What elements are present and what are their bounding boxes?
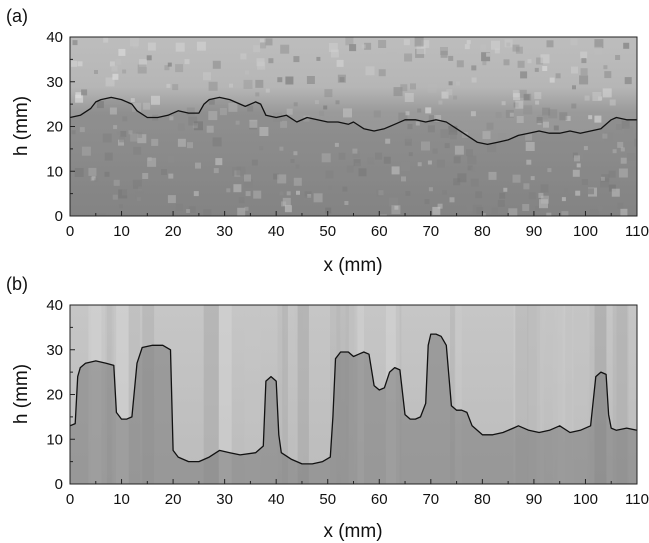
filled-region-a xyxy=(70,97,637,216)
x-tick-label: 30 xyxy=(216,223,233,240)
x-tick-label: 0 xyxy=(66,223,74,240)
panel-label-a: (a) xyxy=(6,6,28,26)
speckle-texture-a xyxy=(71,37,637,216)
interface-line-a xyxy=(70,96,637,146)
y-tick-label: 30 xyxy=(46,342,63,359)
x-tick-label: 90 xyxy=(526,491,543,508)
x-tick-label: 60 xyxy=(371,223,388,240)
x-tick-label: 40 xyxy=(268,223,285,240)
y-tick-label: 10 xyxy=(46,431,63,448)
y-axis-ticks-b: 0 10 20 30 40 xyxy=(46,297,75,493)
panel-b: (b) 0 10 20 30 40 50 60 70 80 90 100 110 010203040 … xyxy=(6,274,649,542)
x-tick-label: 0 xyxy=(66,491,74,508)
x-tick-label: 50 xyxy=(319,491,336,508)
x-tick-label: 60 xyxy=(371,491,388,508)
x-tick-label: 80 xyxy=(474,223,491,240)
y-tick-label: 0 xyxy=(55,208,63,225)
y-tick-label: 40 xyxy=(46,297,63,314)
x-axis-ticks-a: 0 10 20 30 40 50 60 70 80 90 100 110 xyxy=(66,211,649,240)
x-axis-label-a: x (mm) xyxy=(323,255,382,276)
x-tick-label: 30 xyxy=(216,491,233,508)
y-axis-label-a: h (mm) xyxy=(11,96,32,156)
x-tick-label: 90 xyxy=(526,223,543,240)
x-tick-label: 80 xyxy=(474,491,491,508)
panel-label-b: (b) xyxy=(6,274,28,294)
y-axis-label-b: h (mm) xyxy=(11,364,32,424)
x-tick-label: 100 xyxy=(573,223,598,240)
filled-region-b xyxy=(70,334,637,484)
panel-a: (a) 0 10 20 30 40 50 60 70 80 90 100 110 010203040 … xyxy=(6,6,649,276)
x-tick-label: 100 xyxy=(573,491,598,508)
x-axis-ticks-b: 0 10 20 30 40 50 60 70 80 90 100 110 xyxy=(66,479,649,508)
x-tick-label: 10 xyxy=(113,491,130,508)
x-tick-label: 110 xyxy=(625,223,649,240)
x-tick-label: 20 xyxy=(165,223,182,240)
x-tick-label: 50 xyxy=(319,223,336,240)
y-tick-label: 30 xyxy=(46,74,63,91)
x-tick-label: 20 xyxy=(165,491,182,508)
y-axis-ticks-a: 0 10 20 30 40 xyxy=(46,29,75,225)
y-tick-label: 10 xyxy=(46,163,63,180)
x-tick-label: 10 xyxy=(113,223,130,240)
y-tick-label: 20 xyxy=(46,387,63,404)
x-axis-label-b: x (mm) xyxy=(323,521,382,542)
y-tick-label: 40 xyxy=(46,29,63,46)
x-tick-label: 70 xyxy=(422,491,439,508)
y-tick-label: 0 xyxy=(55,476,63,493)
x-tick-label: 70 xyxy=(422,223,439,240)
interface-line-b xyxy=(70,333,637,465)
y-tick-label: 20 xyxy=(46,119,63,136)
x-tick-label: 110 xyxy=(625,491,649,508)
x-tick-label: 40 xyxy=(268,491,285,508)
